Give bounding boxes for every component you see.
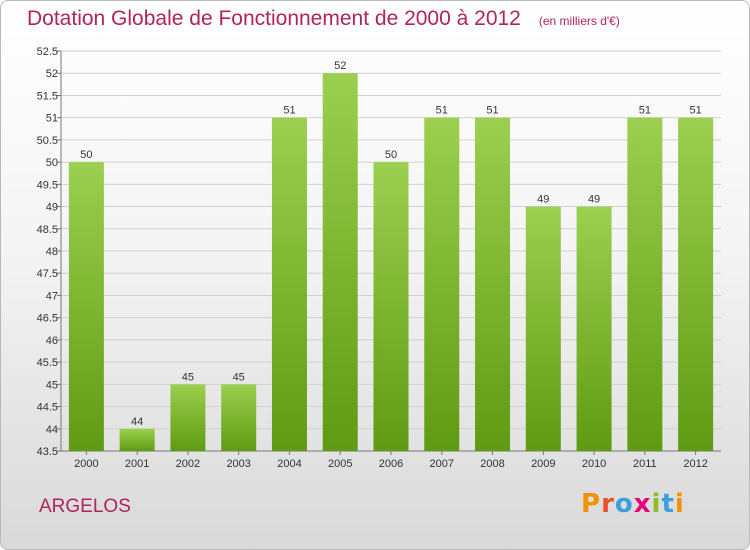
- bar-2009: [525, 206, 561, 451]
- logo-letter: i: [651, 489, 662, 519]
- y-tick-label: 46.5: [37, 313, 58, 325]
- x-tick-label: 2001: [125, 458, 149, 470]
- data-label: 44: [131, 416, 143, 428]
- data-label: 45: [182, 371, 194, 383]
- y-tick-label: 46: [46, 335, 58, 347]
- bar-2002: [170, 384, 206, 451]
- bar-2001: [119, 428, 155, 451]
- bar-2007: [424, 117, 460, 452]
- logo-letter: x: [633, 489, 652, 519]
- y-tick-label: 50.5: [37, 135, 58, 147]
- data-label: 49: [588, 194, 600, 206]
- y-tick-label: 44.5: [37, 402, 58, 414]
- data-label: 51: [639, 105, 651, 117]
- y-tick-label: 51.5: [37, 90, 58, 102]
- x-tick-label: 2004: [277, 458, 301, 470]
- y-tick-label: 50: [46, 157, 58, 169]
- bar-2010: [576, 206, 612, 451]
- y-tick-label: 47: [46, 290, 58, 302]
- x-tick-label: 2005: [328, 458, 352, 470]
- data-label: 50: [80, 149, 92, 161]
- bar-2003: [221, 384, 257, 451]
- chart-subtitle: (en milliers d'€): [538, 14, 620, 28]
- x-tick-label: 2009: [531, 458, 555, 470]
- y-tick-label: 43.5: [37, 446, 58, 458]
- data-label: 52: [334, 60, 346, 72]
- data-label: 51: [436, 105, 448, 117]
- bars: [68, 73, 714, 452]
- title-row: Dotation Globale de Fonctionnement de 20…: [27, 7, 620, 31]
- y-tick-label: 48: [46, 246, 58, 258]
- bar-2008: [475, 117, 511, 452]
- x-tick-label: 2012: [683, 458, 707, 470]
- place-name: ARGELOS: [39, 496, 131, 517]
- x-tick-label: 2011: [633, 458, 657, 470]
- bar-2005: [322, 73, 358, 451]
- y-tick-label: 52.5: [37, 46, 58, 58]
- x-tick-label: 2000: [74, 458, 98, 470]
- logo-letter: i: [674, 489, 685, 519]
- y-tick-label: 49.5: [37, 179, 58, 191]
- data-label: 51: [283, 105, 295, 117]
- bar-2006: [373, 162, 409, 451]
- logo-letter: r: [601, 489, 615, 519]
- y-tick-label: 45.5: [37, 357, 58, 369]
- bar-2004: [271, 117, 307, 452]
- data-label: 45: [233, 371, 245, 383]
- x-tick-label: 2006: [379, 458, 403, 470]
- x-tick-label: 2003: [226, 458, 250, 470]
- y-tick-label: 49: [46, 202, 58, 214]
- data-label: 51: [689, 105, 701, 117]
- logo-letter: P: [581, 489, 602, 519]
- y-tick-label: 45: [46, 379, 58, 391]
- bar-2011: [627, 117, 663, 452]
- chart-title: Dotation Globale de Fonctionnement de 20…: [27, 7, 521, 30]
- data-label: 50: [385, 149, 397, 161]
- logo-letter: t: [661, 489, 675, 519]
- y-tick-label: 48.5: [37, 224, 58, 236]
- x-tick-label: 2002: [176, 458, 200, 470]
- y-tick-label: 51: [46, 113, 58, 125]
- proxiti-logo[interactable]: Proxiti: [581, 489, 685, 519]
- y-tick-label: 44: [46, 424, 58, 436]
- bar-2000: [68, 162, 104, 451]
- labels: 43.5 44 44.5 45 45.5 46 46.5 47 47.5 48 48.5 49 49.5…: [37, 46, 708, 470]
- y-tick-label: 47.5: [37, 268, 58, 280]
- data-label: 49: [537, 194, 549, 206]
- x-tick-label: 2010: [582, 458, 606, 470]
- x-tick-label: 2008: [480, 458, 504, 470]
- y-tick-label: 52: [46, 68, 58, 80]
- logo-letter: o: [614, 489, 634, 519]
- x-tick-label: 2007: [430, 458, 454, 470]
- bar-2012: [678, 117, 714, 452]
- data-label: 51: [486, 105, 498, 117]
